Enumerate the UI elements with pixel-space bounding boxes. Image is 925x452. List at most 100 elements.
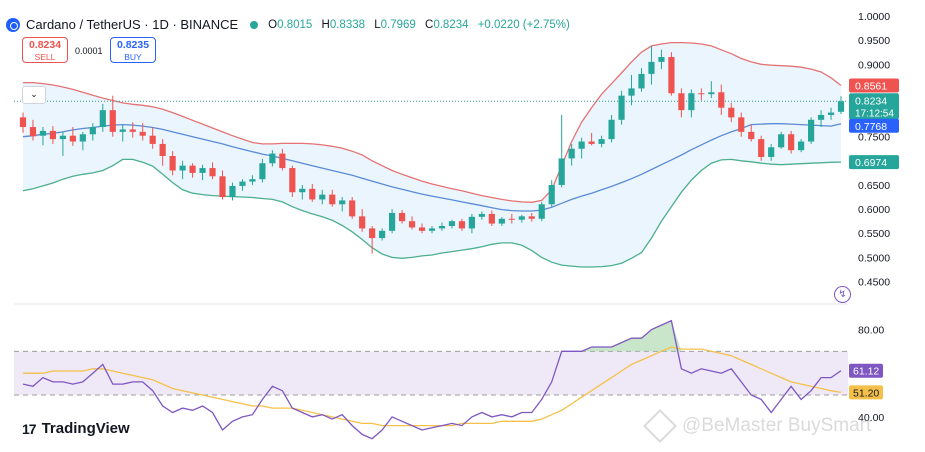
ohlc-values: O0.8015 H0.8338 L0.7969 C0.8234 +0.0220 … <box>268 19 576 31</box>
candle-body-14 <box>159 143 166 156</box>
price-axis-tick-10: 0.5000 <box>858 252 890 264</box>
bb-lower-tag-bg <box>849 155 899 170</box>
rsi-last-tag-label: 61.12 <box>853 366 879 378</box>
candle-body-36 <box>379 230 386 239</box>
ohlc-low: 0.7969 <box>380 18 416 31</box>
rsi-overbought-fill <box>581 320 682 352</box>
tradingview-logo[interactable]: 17 TradingView <box>22 420 130 437</box>
timezone-icon[interactable]: ↯ <box>834 286 851 303</box>
candle-body-39 <box>408 221 416 228</box>
ohlc-close: 0.8234 <box>433 18 469 31</box>
candle-body-34 <box>359 216 366 229</box>
candle-body-76 <box>778 134 785 148</box>
candle-body-28 <box>299 188 306 193</box>
rsi-line <box>22 319 842 440</box>
candle-body-53 <box>548 184 555 205</box>
candle-body-58 <box>598 139 605 144</box>
buy-button[interactable]: 0.8235 BUY <box>110 37 156 63</box>
candle-body-80 <box>817 114 825 120</box>
candle-body-43 <box>448 221 456 226</box>
candle-body-13 <box>149 135 156 144</box>
candle-body-15 <box>169 156 176 171</box>
tradingview-brand: TradingView <box>41 420 130 437</box>
candle-body-30 <box>319 194 326 200</box>
collapse-legend-button[interactable]: ⌄ <box>22 86 46 104</box>
candle-body-25 <box>269 153 276 164</box>
watermark: @BeMaster BuySmart <box>643 409 871 443</box>
candle-body-9 <box>109 110 116 132</box>
candle-body-38 <box>398 212 406 222</box>
candle-body-68 <box>698 93 705 95</box>
candle-body-4 <box>59 135 66 140</box>
market-open-icon <box>250 20 259 29</box>
candle-body-1 <box>29 127 37 137</box>
candle-body-22 <box>239 181 246 186</box>
candle-body-57 <box>588 141 595 144</box>
candle-body-54 <box>558 158 565 185</box>
bollinger-upper-line <box>23 41 842 203</box>
buy-label: BUY <box>124 52 142 62</box>
candle-body-17 <box>189 165 196 173</box>
candle-body-70 <box>718 92 725 108</box>
candle-body-64 <box>658 57 665 62</box>
candle-body-46 <box>478 213 485 217</box>
rsi-ma-last-tag-label: 51.20 <box>853 387 879 399</box>
candle-body-16 <box>179 165 186 171</box>
candle-body-77 <box>788 134 795 151</box>
candle-body-40 <box>418 227 426 231</box>
candle-body-75 <box>768 147 775 157</box>
price-axis-tick-1: 0.9500 <box>858 35 890 47</box>
ohlc-open: 0.8015 <box>277 18 313 31</box>
candle-body-72 <box>738 117 745 132</box>
candle-body-61 <box>628 88 635 96</box>
buy-price: 0.8235 <box>116 39 150 51</box>
candle-body-19 <box>209 168 216 177</box>
candle-body-3 <box>49 130 57 140</box>
bb-upper-tag-label: 0.8561 <box>855 80 887 92</box>
sell-price: 0.8234 <box>28 39 62 51</box>
candle-body-24 <box>259 163 266 180</box>
rsi-axis-tick-0: 80.00 <box>858 324 884 336</box>
candle-body-42 <box>438 226 446 229</box>
candle-body-45 <box>468 216 475 229</box>
candle-body-32 <box>339 200 346 205</box>
candle-body-52 <box>538 204 545 219</box>
countdown-label: 17:12:54 <box>855 108 894 119</box>
candle-body-62 <box>638 73 645 89</box>
candle-body-44 <box>458 221 466 229</box>
price-axis-tick-2: 0.9000 <box>858 59 890 71</box>
price-axis-tick-8: 0.6000 <box>858 204 890 216</box>
candle-body-29 <box>309 188 316 200</box>
candle-body-12 <box>139 131 146 136</box>
ohlc-change: +0.0220 (+2.75%) <box>477 18 570 31</box>
price-axis-tick-0: 1.0000 <box>858 11 890 23</box>
price-axis-tick-11: 0.4500 <box>858 277 890 289</box>
candle-body-65 <box>668 57 675 94</box>
candle-body-5 <box>69 135 76 142</box>
candle-body-23 <box>249 179 256 182</box>
candle-body-47 <box>488 213 495 224</box>
candle-body-67 <box>688 93 695 111</box>
candle-body-63 <box>648 61 655 74</box>
rsi-band-fill <box>14 351 848 396</box>
candle-body-18 <box>199 168 206 173</box>
candle-body-79 <box>807 119 815 142</box>
symbol-title[interactable]: Cardano / TetherUS · 1D · BINANCE <box>26 17 239 32</box>
ohlc-high: 0.8338 <box>329 18 366 31</box>
candle-body-69 <box>708 92 715 95</box>
sell-button[interactable]: 0.8234 SELL <box>22 37 68 63</box>
candle-body-50 <box>518 216 525 220</box>
candle-body-6 <box>79 134 86 142</box>
ohlc-low-key: L <box>374 18 381 31</box>
candle-body-71 <box>728 107 735 118</box>
bb-basis-tag-label: 0.7768 <box>855 121 887 133</box>
candle-body-37 <box>389 212 396 231</box>
close-tag-bg <box>849 93 899 120</box>
candle-body-31 <box>329 194 336 205</box>
candle-body-60 <box>618 95 625 120</box>
tradingview-mark-icon: 17 <box>22 420 37 437</box>
candle-body-59 <box>608 119 615 140</box>
candle-body-8 <box>99 110 106 128</box>
candle-body-21 <box>229 185 236 198</box>
